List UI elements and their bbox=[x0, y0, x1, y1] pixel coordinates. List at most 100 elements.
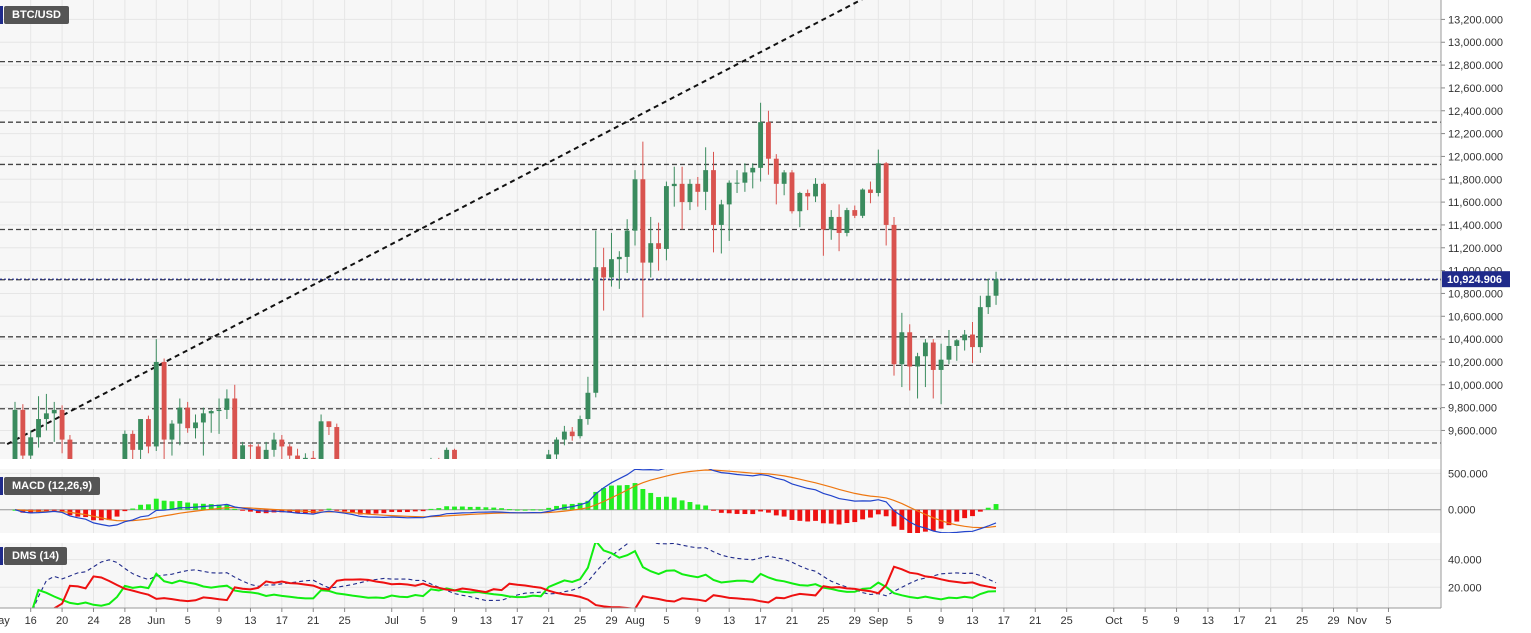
price-panel bbox=[0, 0, 1441, 459]
macd-histogram-bar bbox=[216, 504, 222, 510]
candle-body bbox=[758, 122, 764, 168]
macd-histogram-bar bbox=[679, 500, 685, 510]
candle-body bbox=[797, 192, 803, 212]
x-tick-label: 21 bbox=[1029, 615, 1041, 627]
x-tick-label: 17 bbox=[511, 615, 523, 627]
price-y-tick-label: 10,000.000 bbox=[1448, 380, 1503, 392]
x-tick-label: 13 bbox=[723, 615, 735, 627]
macd-histogram-bar bbox=[766, 509, 771, 513]
macd-histogram-bar bbox=[138, 504, 144, 510]
macd-histogram-bar bbox=[475, 506, 481, 510]
x-tick-label: 9 bbox=[216, 615, 222, 627]
x-tick-label: 5 bbox=[1142, 615, 1148, 627]
candle-body bbox=[805, 192, 811, 197]
candle-body bbox=[593, 267, 599, 393]
candle-body bbox=[938, 359, 944, 370]
candle-body bbox=[161, 361, 167, 440]
x-tick-label: May bbox=[0, 615, 10, 627]
macd-histogram-bar bbox=[326, 508, 332, 510]
macd-histogram-bar bbox=[687, 502, 693, 510]
candle-body bbox=[240, 445, 246, 459]
macd-histogram-bar bbox=[357, 509, 363, 515]
candle-body bbox=[828, 216, 834, 230]
macd-histogram-bar bbox=[318, 509, 324, 511]
candle-body bbox=[12, 409, 18, 459]
macd-histogram-bar bbox=[365, 509, 371, 515]
macd-histogram-bar bbox=[860, 509, 866, 520]
candle-body bbox=[67, 439, 73, 459]
candle-body bbox=[671, 183, 677, 187]
x-tick-label: 17 bbox=[1233, 615, 1245, 627]
macd-histogram-bar bbox=[522, 509, 528, 511]
candle-body bbox=[907, 332, 913, 367]
price-y-tick-label: 12,800.000 bbox=[1448, 60, 1503, 72]
x-tick-label: 13 bbox=[480, 615, 492, 627]
x-tick-label: Jul bbox=[385, 615, 399, 627]
x-tick-label: 29 bbox=[605, 615, 617, 627]
price-y-tick-label: 9,800.000 bbox=[1448, 403, 1497, 415]
macd-tag-accent bbox=[0, 477, 3, 495]
x-tick-label: 25 bbox=[339, 615, 351, 627]
candle-body bbox=[922, 342, 928, 357]
macd-histogram-bar bbox=[381, 509, 387, 514]
macd-histogram-bar bbox=[43, 509, 49, 511]
macd-histogram-bar bbox=[404, 509, 410, 513]
macd-histogram-bar bbox=[820, 509, 826, 524]
price-y-tick-label: 11,800.000 bbox=[1448, 174, 1502, 186]
macd-histogram-bar bbox=[970, 509, 975, 517]
macd-panel bbox=[0, 469, 1441, 533]
candle-body bbox=[601, 267, 607, 278]
candle-body bbox=[122, 433, 128, 459]
y-axes: 9,600.000 9,800.000 10,000.000 10,200.000 10… bbox=[0, 0, 1510, 608]
candle-body bbox=[891, 224, 897, 365]
candle-body bbox=[130, 433, 136, 450]
macd-histogram-bar bbox=[554, 505, 559, 510]
macd-histogram-bar bbox=[899, 509, 905, 530]
candle-body bbox=[255, 446, 261, 459]
candle-body bbox=[930, 342, 936, 370]
candle-body bbox=[232, 398, 238, 459]
candle-body bbox=[726, 182, 732, 205]
x-tick-label: 9 bbox=[938, 615, 944, 627]
macd-histogram-bar bbox=[255, 509, 261, 514]
macd-histogram-bar bbox=[930, 509, 936, 531]
macd-histogram-bar bbox=[436, 508, 442, 510]
macd-histogram-bar bbox=[734, 509, 740, 514]
macd-histogram-bar bbox=[420, 509, 426, 512]
macd-panel-title: MACD (12,26,9) bbox=[4, 477, 101, 495]
price-y-tick-label: 13,200.000 bbox=[1448, 14, 1503, 26]
macd-histogram-bar bbox=[632, 483, 638, 510]
candle-body bbox=[302, 457, 308, 459]
macd-histogram-bar bbox=[828, 509, 834, 524]
x-tick-label: 16 bbox=[25, 615, 37, 627]
candle-body bbox=[820, 183, 826, 230]
macd-histogram-bar bbox=[169, 501, 175, 510]
macd-histogram-bar bbox=[844, 509, 850, 524]
x-tick-label: 21 bbox=[307, 615, 319, 627]
candle-body bbox=[687, 183, 693, 203]
price-panel-title: BTC/USD bbox=[4, 6, 69, 24]
candles bbox=[12, 102, 999, 459]
candle-body bbox=[640, 179, 646, 263]
candle-body bbox=[271, 439, 277, 450]
macd-histogram-bar bbox=[616, 485, 622, 510]
macd-histogram-bar bbox=[59, 509, 65, 512]
price-y-tick-label: 12,000.000 bbox=[1448, 151, 1503, 163]
macd-histogram-bar bbox=[373, 509, 379, 514]
price-y-tick-label: 11,600.000 bbox=[1448, 197, 1502, 209]
pane-separator bbox=[0, 534, 1441, 542]
dms-y-tick-label: 40.000 bbox=[1448, 555, 1482, 567]
macd-histogram-bar bbox=[711, 509, 716, 511]
di-minus-line bbox=[53, 565, 997, 608]
x-tick-label: 25 bbox=[574, 615, 586, 627]
candle-body bbox=[36, 419, 41, 438]
macd-histogram-bar bbox=[130, 508, 136, 510]
candle-body bbox=[836, 216, 842, 233]
candle-body bbox=[624, 230, 630, 257]
macd-histogram-bar bbox=[295, 509, 300, 514]
macd-histogram-bar bbox=[397, 509, 403, 513]
price-y-tick-label: 10,400.000 bbox=[1448, 334, 1503, 346]
macd-histogram-bar bbox=[208, 504, 214, 510]
macd-histogram-bar bbox=[444, 506, 450, 510]
candle-body bbox=[452, 449, 457, 459]
